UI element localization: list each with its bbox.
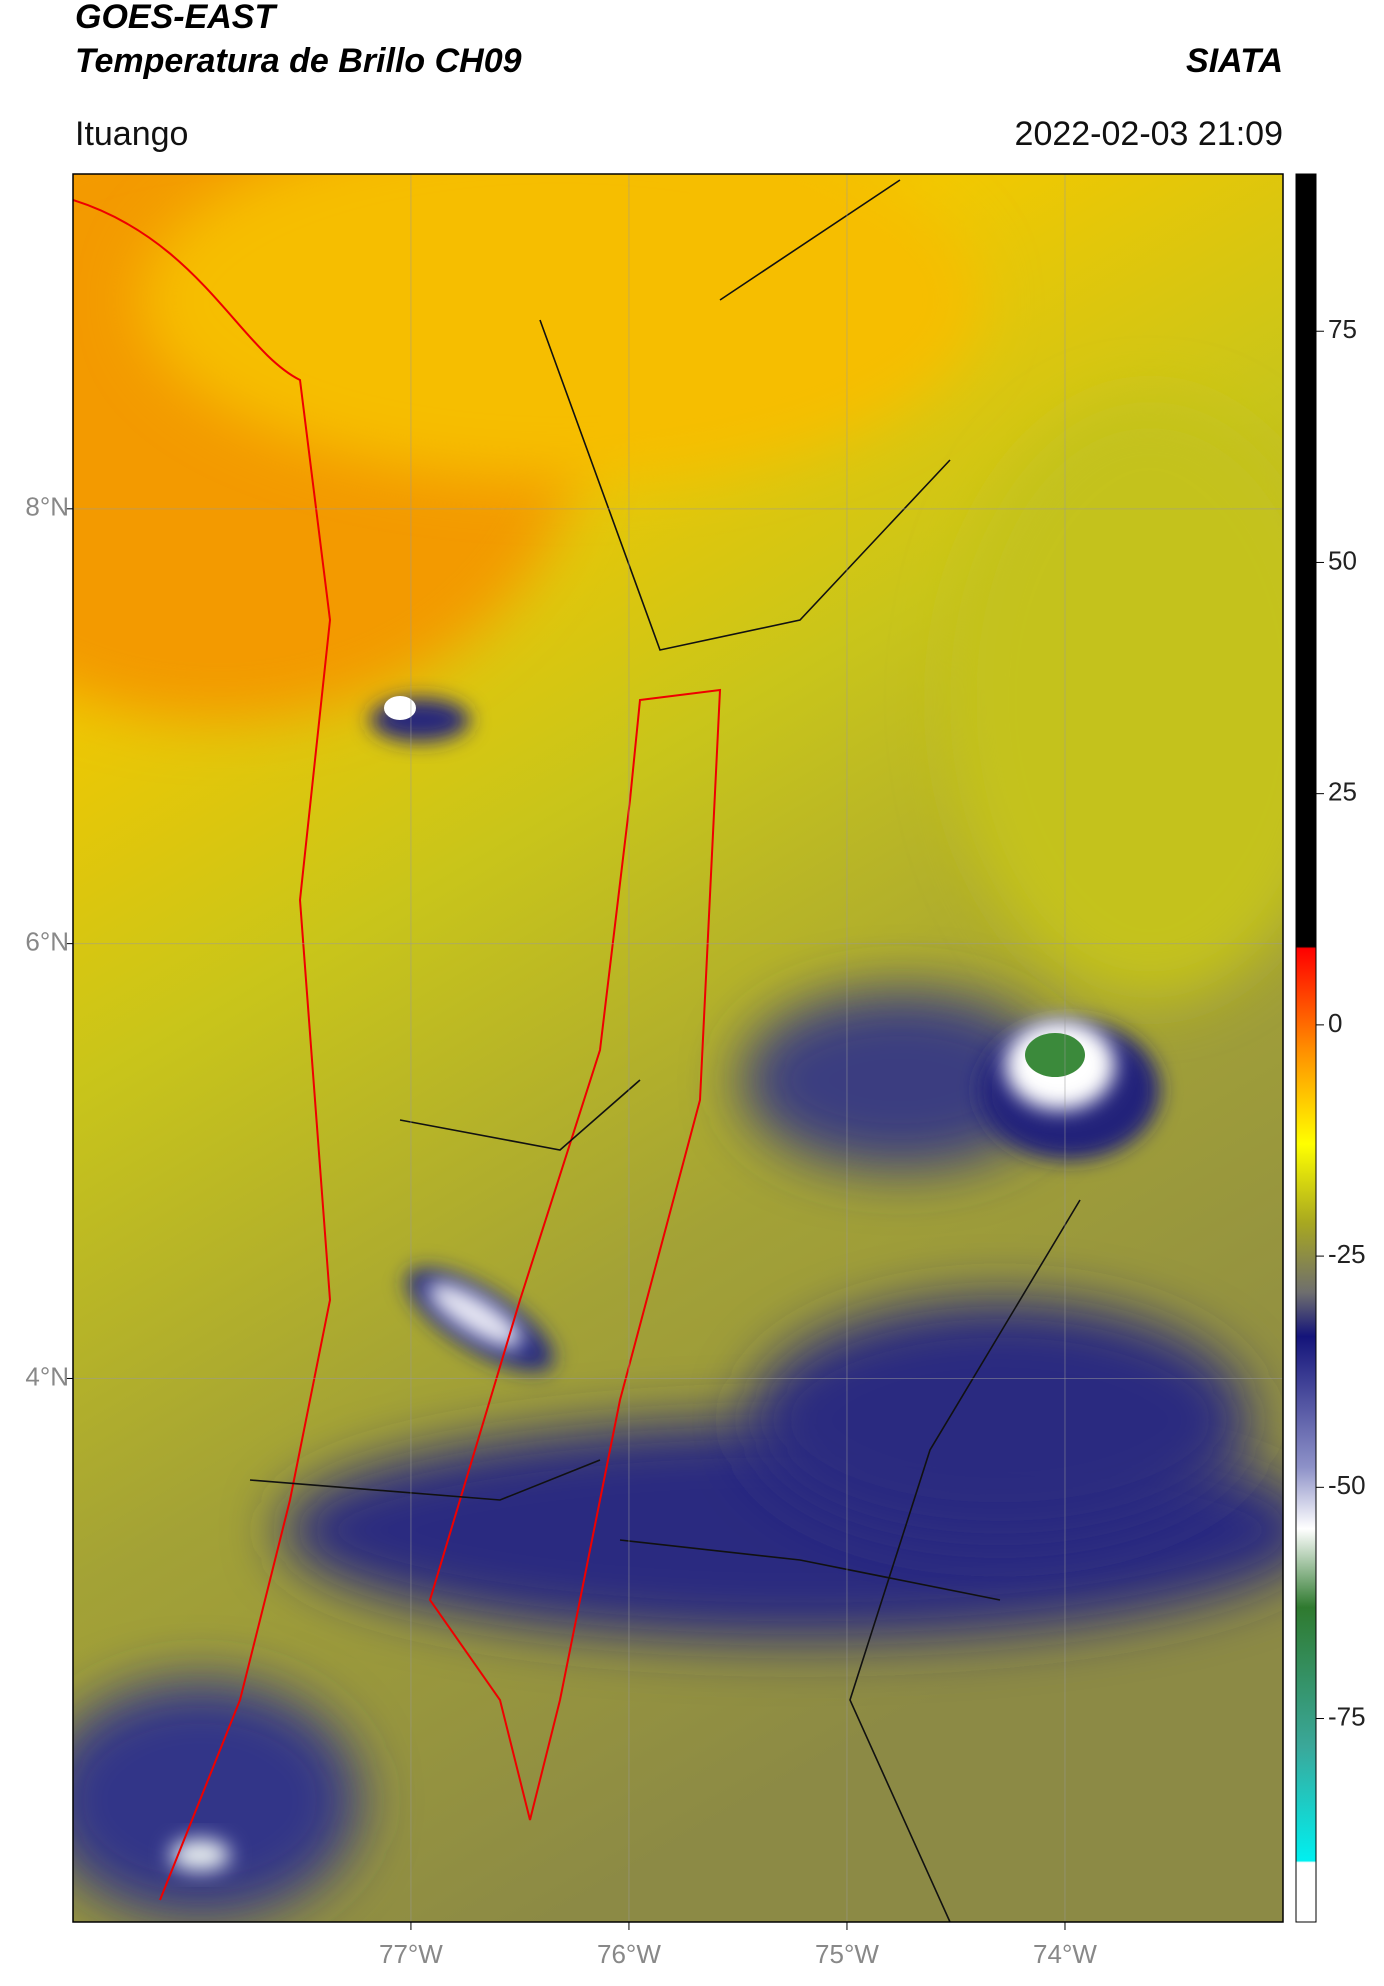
lon-label: 75°W [815,1939,879,1969]
lat-label: 6°N [25,927,69,957]
colorbar-label: 25 [1328,777,1357,807]
colorbar-label: -75 [1328,1701,1366,1731]
satellite-image [73,174,1283,1922]
lon-label: 77°W [379,1939,443,1969]
colorbar-label: -25 [1328,1239,1366,1269]
colorbar-label: 75 [1328,314,1357,344]
map-frame [72,173,1284,1923]
colorbar-label: 50 [1328,545,1357,575]
lon-label: 74°W [1033,1939,1097,1969]
colorbar [1295,173,1317,1923]
lat-label: 8°N [25,492,69,522]
source: SIATA [1186,42,1283,80]
title: GOES-EAST [75,0,278,36]
lon-label: 76°W [597,1939,661,1969]
datetime: 2022-02-03 21:09 [1015,115,1283,153]
lat-label: 4°N [25,1361,69,1391]
colorbar-label: 0 [1328,1008,1342,1038]
graticule [73,174,1283,1922]
colorbar-label: -50 [1328,1470,1366,1500]
subtitle: Temperatura de Brillo CH09 [75,42,522,80]
location: Ituango [75,115,188,153]
